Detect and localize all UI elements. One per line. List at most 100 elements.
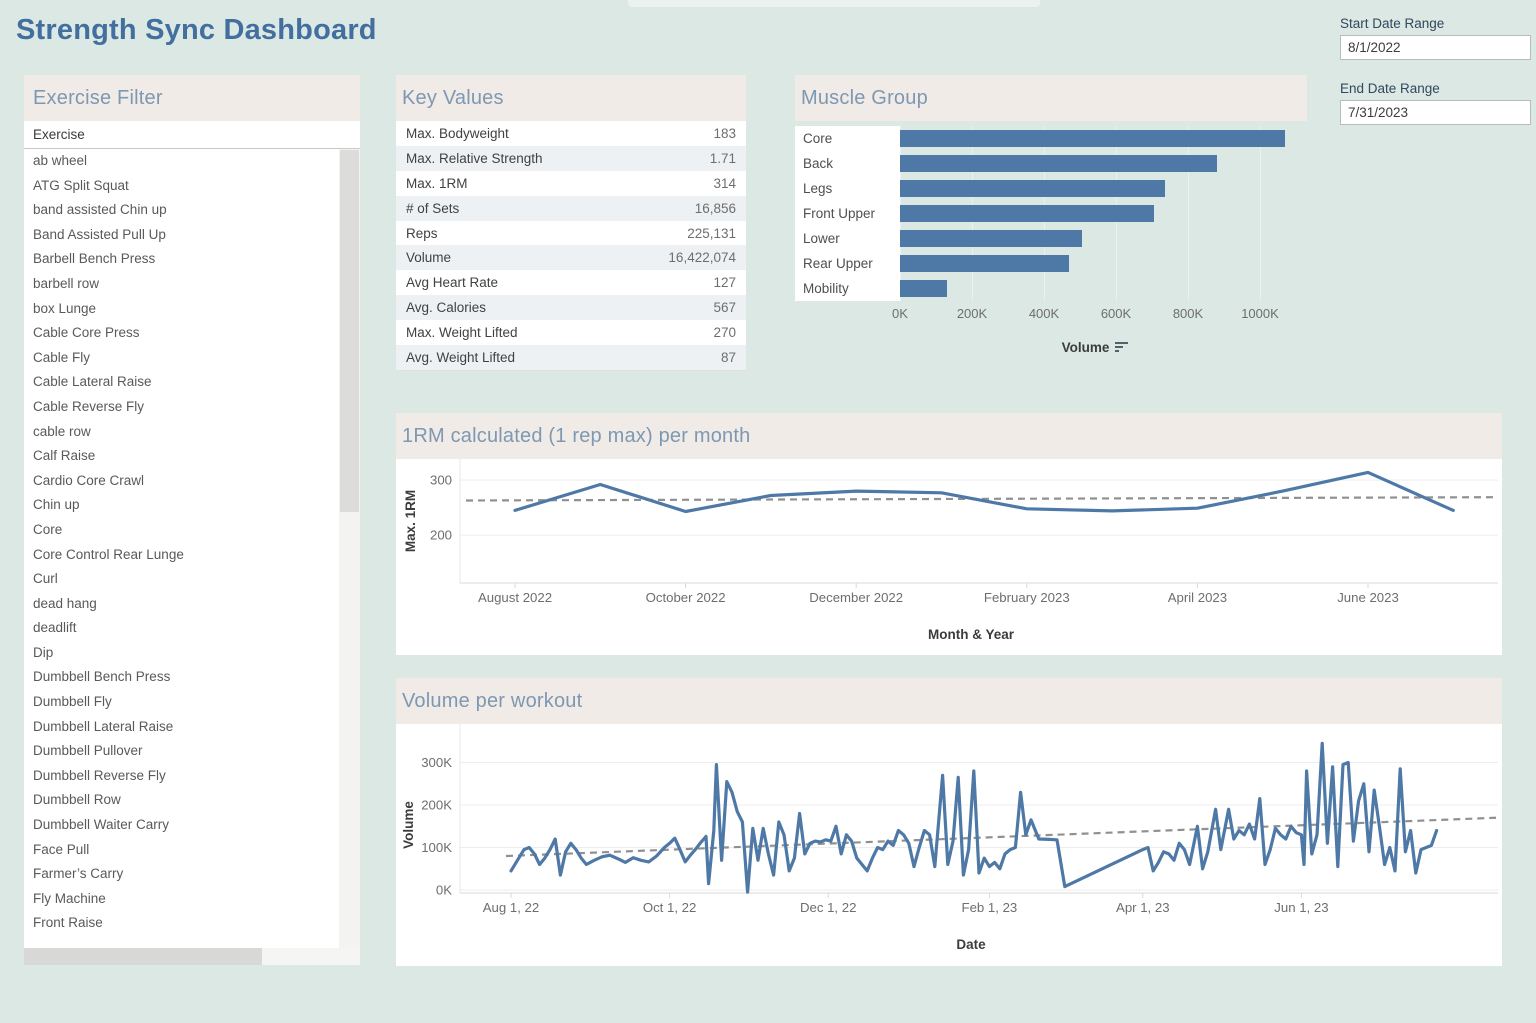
key-values-header: Key Values bbox=[396, 75, 746, 121]
key-value-label: Volume bbox=[406, 250, 452, 266]
exercise-list-item[interactable]: Core Control Rear Lunge bbox=[33, 546, 184, 562]
exercise-list-item[interactable]: Dumbbell Reverse Fly bbox=[33, 767, 166, 783]
exercise-list-item[interactable]: Core bbox=[33, 521, 63, 537]
bar-core[interactable] bbox=[900, 130, 1286, 147]
exercise-list-item[interactable]: barbell row bbox=[33, 275, 100, 291]
end-date-input[interactable]: 7/31/2023 bbox=[1340, 100, 1531, 125]
exercise-list-item[interactable]: band assisted Chin up bbox=[33, 202, 167, 218]
bar-category-label: Mobility bbox=[795, 276, 900, 301]
exercise-list-item[interactable]: Farmer’s Carry bbox=[33, 866, 124, 882]
x-axis-title: Date bbox=[956, 937, 986, 952]
key-value-label: Max. Relative Strength bbox=[406, 150, 543, 166]
exercise-list-item[interactable]: Fly Machine bbox=[33, 890, 106, 906]
exercise-list-item[interactable]: Calf Raise bbox=[33, 448, 96, 464]
exercise-list-item[interactable]: cable row bbox=[33, 423, 91, 439]
exercise-list-item[interactable]: Dip bbox=[33, 644, 54, 660]
muscle-group-axis-label: Volume bbox=[900, 340, 1290, 355]
x-tick-label: August 2022 bbox=[478, 590, 552, 605]
bar-mobility[interactable] bbox=[900, 280, 947, 297]
trend-line bbox=[505, 816, 1497, 858]
bar-category-label: Legs bbox=[795, 176, 900, 201]
exercise-list-hscrollbar-thumb[interactable] bbox=[24, 948, 262, 965]
x-tick-label: Aug 1, 22 bbox=[483, 900, 539, 915]
x-tick-label: Feb 1, 23 bbox=[962, 900, 1018, 915]
exercise-list-item[interactable]: Chin up bbox=[33, 497, 80, 513]
bar-chart-tick-label: 1000K bbox=[1241, 306, 1279, 321]
bar-category-label: Lower bbox=[795, 226, 900, 251]
key-value-row: Max. Bodyweight 183 bbox=[396, 121, 746, 146]
exercise-list-item[interactable]: Cardio Core Crawl bbox=[33, 472, 145, 488]
key-value-amount: 567 bbox=[713, 300, 736, 316]
y-tick-label: 300K bbox=[421, 755, 452, 770]
one-rm-data-line[interactable] bbox=[513, 470, 1455, 514]
exercise-list-item[interactable]: box Lunge bbox=[33, 300, 97, 316]
exercise-list-item[interactable]: Front Raise bbox=[33, 915, 103, 931]
y-tick-label: 100K bbox=[421, 840, 452, 855]
x-tick-label: Dec 1, 22 bbox=[800, 900, 856, 915]
one-rm-title: 1RM calculated (1 rep max) per month bbox=[402, 424, 751, 447]
exercise-list-item[interactable]: Face Pull bbox=[33, 841, 90, 857]
page-title: Strength Sync Dashboard bbox=[16, 14, 377, 46]
key-value-label: Max. Weight Lifted bbox=[406, 325, 518, 341]
key-value-row: # of Sets 16,856 bbox=[396, 195, 746, 221]
bar-legs[interactable] bbox=[900, 180, 1165, 197]
key-value-label: # of Sets bbox=[406, 200, 460, 216]
sort-descending-icon[interactable] bbox=[1115, 342, 1129, 353]
bar-back[interactable] bbox=[900, 155, 1217, 172]
key-value-row: Max. Relative Strength 1.71 bbox=[396, 145, 746, 171]
exercise-list-item[interactable]: Cable Lateral Raise bbox=[33, 374, 152, 390]
volume-per-workout-title: Volume per workout bbox=[402, 689, 583, 712]
exercise-list-item[interactable]: Band Assisted Pull Up bbox=[33, 226, 166, 242]
key-value-label: Avg Heart Rate bbox=[406, 275, 499, 291]
exercise-list-item[interactable]: ATG Split Squat bbox=[33, 177, 129, 193]
bar-category-label: Core bbox=[795, 126, 900, 151]
exercise-list-item[interactable]: ab wheel bbox=[33, 153, 88, 168]
exercise-list-hscrollbar-track[interactable] bbox=[24, 948, 360, 965]
key-value-label: Reps bbox=[406, 225, 438, 241]
start-date-input[interactable]: 8/1/2022 bbox=[1340, 35, 1531, 60]
key-value-row: Max. 1RM 314 bbox=[396, 171, 746, 196]
exercise-filter-header: Exercise Filter bbox=[24, 75, 360, 121]
exercise-list-item[interactable]: Dumbbell Row bbox=[33, 792, 121, 808]
exercise-list-item[interactable]: deadlift bbox=[33, 620, 77, 636]
bar-front-upper[interactable] bbox=[900, 205, 1154, 222]
bar-chart-gridline bbox=[1188, 126, 1189, 301]
exercise-list-item[interactable]: dead hang bbox=[33, 595, 97, 611]
trend-line bbox=[465, 496, 1497, 502]
x-axis-title: Month & Year bbox=[928, 627, 1015, 642]
bar-rear-upper[interactable] bbox=[900, 255, 1070, 272]
exercise-list-item[interactable]: Cable Reverse Fly bbox=[33, 398, 145, 414]
key-value-label: Avg. Calories bbox=[406, 300, 487, 316]
bar-lower[interactable] bbox=[900, 230, 1082, 247]
muscle-group-title: Muscle Group bbox=[801, 86, 928, 109]
key-value-label: Max. Bodyweight bbox=[406, 125, 509, 141]
muscle-group-header: Muscle Group bbox=[795, 75, 1307, 121]
exercise-list-item[interactable]: Barbell Bench Press bbox=[33, 251, 156, 267]
y-tick-label: 200K bbox=[421, 798, 452, 813]
key-values-title: Key Values bbox=[402, 86, 504, 109]
exercise-list-item[interactable]: Dumbbell Fly bbox=[33, 694, 112, 710]
exercise-list-item[interactable]: Dumbbell Lateral Raise bbox=[33, 718, 174, 734]
exercise-field-header[interactable]: Exercise bbox=[24, 121, 360, 149]
exercise-list-scrollbar-thumb[interactable] bbox=[340, 150, 359, 512]
exercise-list-item[interactable]: Cable Fly bbox=[33, 349, 91, 365]
exercise-items: ab wheel ATG Split Squat band assisted Chi… bbox=[24, 149, 339, 948]
bar-category-label: Rear Upper bbox=[795, 251, 900, 276]
key-value-amount: 183 bbox=[713, 125, 736, 141]
key-value-amount: 87 bbox=[720, 349, 736, 365]
exercise-list-item[interactable]: Dumbbell Pullover bbox=[33, 743, 143, 759]
key-value-row: Avg. Calories 567 bbox=[396, 295, 746, 321]
y-axis-title: Volume bbox=[401, 801, 416, 849]
bar-chart-tick-label: 200K bbox=[956, 306, 988, 321]
volume-svg: 0K 100K 200K 300K Volume Aug 1, 22 Oct 1, 22 De… bbox=[401, 724, 1498, 952]
exercise-list-scrollbar-track[interactable] bbox=[339, 149, 360, 948]
exercise-list-item[interactable]: Dumbbell Bench Press bbox=[33, 669, 171, 685]
bar-chart-tick-label: 400K bbox=[1028, 306, 1060, 321]
exercise-list-item[interactable]: Dumbbell Waiter Carry bbox=[33, 817, 170, 833]
x-tick-label: Jun 1, 23 bbox=[1274, 900, 1328, 915]
volume-axis-label: Volume bbox=[1061, 340, 1110, 355]
bar-category-label: Back bbox=[795, 151, 900, 176]
exercise-list-item[interactable]: Cable Core Press bbox=[33, 325, 140, 341]
exercise-list-item[interactable]: Curl bbox=[33, 571, 58, 587]
volume-data-line[interactable] bbox=[509, 741, 1439, 894]
